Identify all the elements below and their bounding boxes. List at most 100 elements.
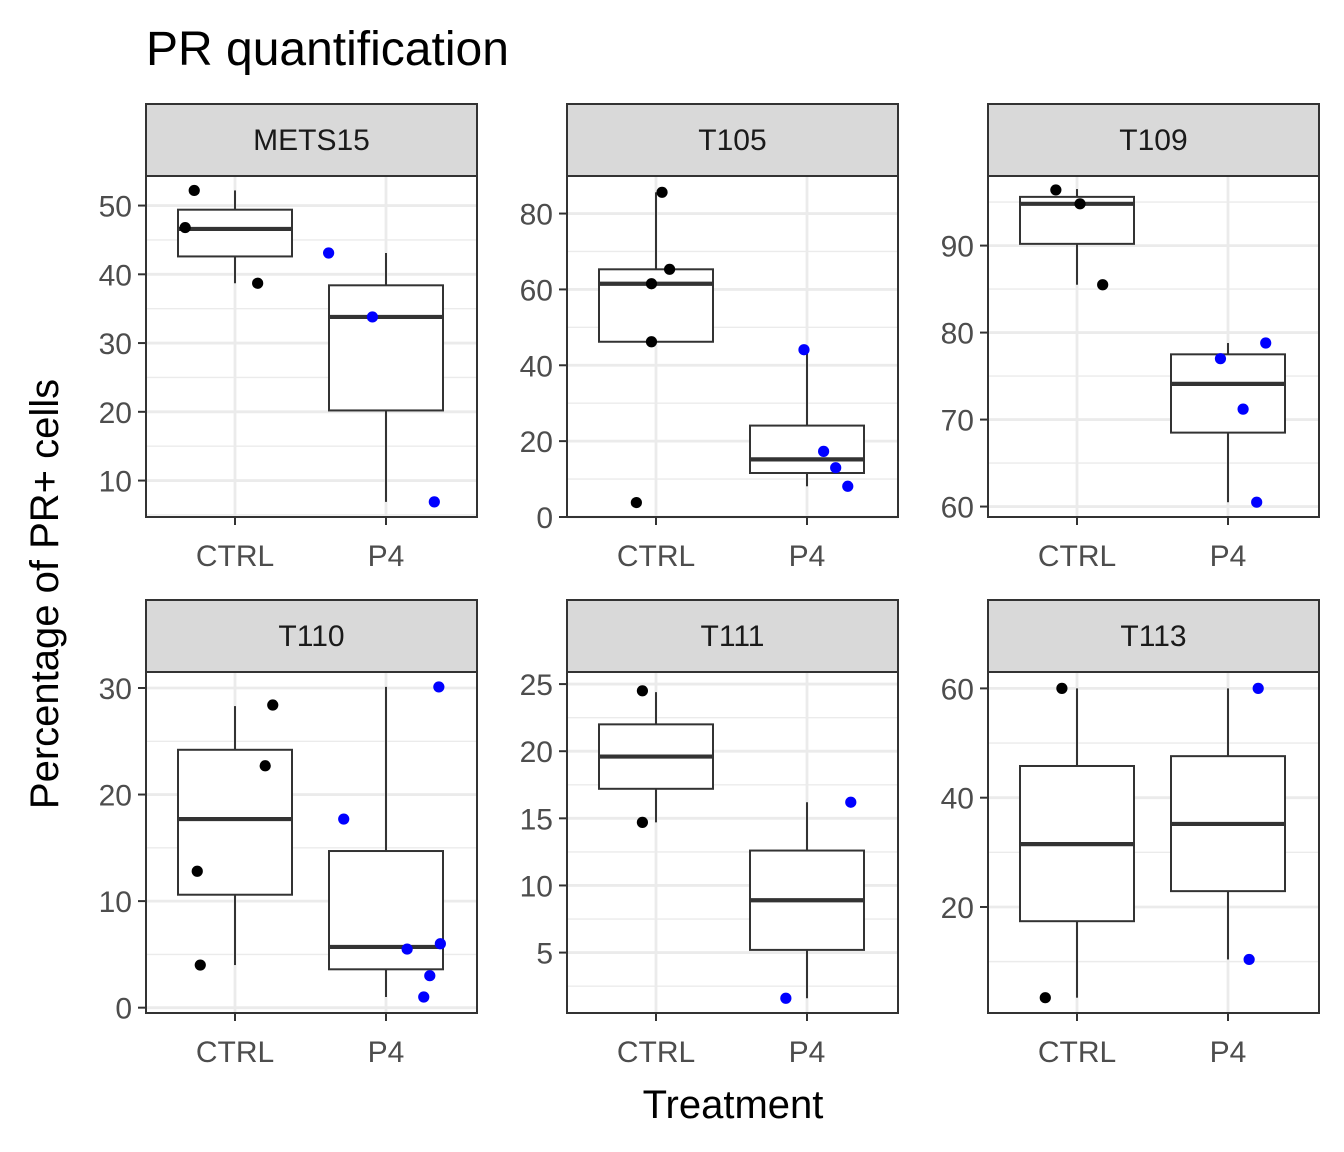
boxplot	[1170, 343, 1286, 503]
x-tick-label: CTRL	[196, 1036, 274, 1069]
facet-label: METS15	[253, 124, 370, 157]
facet-label: T111	[701, 620, 765, 653]
facet-label: T110	[278, 620, 344, 653]
y-tick-label: 80	[941, 318, 974, 351]
data-point	[1056, 682, 1068, 694]
y-tick-label: 0	[536, 502, 553, 535]
facet-strip	[987, 103, 1320, 177]
data-point	[1260, 337, 1272, 349]
y-tick-label: 10	[99, 886, 132, 919]
data-point	[428, 496, 440, 508]
y-tick-label: 60	[941, 673, 974, 706]
box-iqr	[749, 424, 865, 475]
data-point	[252, 277, 264, 289]
data-point	[191, 865, 203, 877]
data-point	[830, 462, 842, 474]
box-iqr	[1170, 353, 1286, 434]
boxplot	[749, 802, 865, 999]
data-point	[1050, 184, 1062, 196]
data-point	[338, 813, 350, 825]
data-point	[267, 699, 279, 711]
y-tick-label: 20	[520, 426, 553, 459]
y-tick-label: 25	[520, 669, 553, 702]
y-tick-label: 70	[941, 405, 974, 438]
data-point	[818, 445, 830, 457]
y-tick-label: 30	[99, 673, 132, 706]
x-tick-label: P4	[1210, 540, 1247, 573]
y-tick-label: 20	[941, 892, 974, 925]
data-point	[418, 991, 430, 1003]
y-tick-label: 40	[99, 259, 132, 292]
facet-label: T105	[698, 124, 766, 157]
facet-strip	[987, 599, 1320, 673]
y-tick-label: 60	[941, 492, 974, 525]
x-tick-label: CTRL	[196, 540, 274, 573]
facet-panel: T113 20 40 60 CTRL P4	[941, 599, 1320, 1069]
data-point	[1097, 279, 1109, 291]
boxplot	[598, 692, 714, 823]
data-point	[366, 311, 379, 323]
y-tick-label: 60	[520, 274, 553, 307]
data-point	[194, 959, 206, 971]
boxplot	[177, 190, 293, 284]
data-point	[259, 760, 271, 772]
facet-panel: T111 5 10 15 20 25 CTRL P4	[520, 599, 899, 1069]
facet-panel: T110 0 10 20 30 CTRL P4	[99, 599, 478, 1069]
data-point	[645, 278, 658, 290]
facet-strip	[566, 103, 899, 177]
data-point	[1074, 198, 1086, 210]
data-point	[323, 247, 335, 259]
y-axis-title: Percentage of PR+ cells	[23, 379, 67, 809]
data-point	[1039, 992, 1051, 1004]
data-point	[1237, 403, 1249, 415]
data-point	[780, 992, 792, 1004]
boxplot	[1170, 688, 1286, 960]
y-tick-label: 0	[115, 993, 132, 1026]
boxplot	[328, 686, 444, 998]
data-point	[1252, 682, 1264, 694]
facet-panel: T105 0 20 40 60 80 CTRL P4	[520, 103, 899, 573]
box-iqr	[177, 208, 293, 258]
data-point	[842, 480, 854, 492]
x-tick-label: CTRL	[617, 1036, 695, 1069]
data-point	[656, 186, 668, 198]
data-point	[433, 681, 445, 693]
data-point	[401, 943, 413, 955]
x-axis-title: Treatment	[643, 1083, 824, 1127]
y-tick-label: 90	[941, 231, 974, 264]
box-iqr	[328, 284, 444, 412]
data-point	[630, 496, 642, 509]
data-point	[1251, 496, 1263, 508]
data-point	[434, 938, 446, 950]
y-tick-label: 50	[99, 191, 132, 224]
boxplot	[749, 349, 865, 487]
data-point	[845, 796, 857, 808]
facet-strip	[566, 599, 899, 673]
data-point	[636, 816, 649, 828]
y-tick-label: 5	[536, 938, 553, 971]
facet-label: T113	[1120, 620, 1186, 653]
facet-label: T109	[1119, 124, 1187, 157]
x-tick-label: P4	[789, 540, 826, 573]
data-point	[188, 184, 200, 197]
panel-background	[567, 672, 898, 1013]
facet-panel: T109 60 70 80 90 CTRL P4	[941, 103, 1320, 573]
data-point	[179, 221, 191, 234]
boxplot	[328, 253, 444, 502]
data-point	[1243, 953, 1255, 966]
data-point	[424, 970, 436, 982]
y-tick-label: 40	[941, 783, 974, 816]
data-point	[645, 336, 658, 348]
y-tick-label: 10	[520, 870, 553, 903]
x-tick-label: CTRL	[1038, 540, 1116, 573]
data-point	[798, 344, 810, 356]
y-tick-label: 10	[99, 466, 132, 499]
x-tick-label: P4	[1210, 1036, 1247, 1069]
y-tick-label: 20	[520, 736, 553, 769]
x-tick-label: P4	[789, 1036, 826, 1069]
facet-strip	[145, 599, 478, 673]
y-tick-label: 20	[99, 780, 132, 813]
y-tick-label: 30	[99, 328, 132, 361]
x-tick-label: P4	[368, 1036, 405, 1069]
